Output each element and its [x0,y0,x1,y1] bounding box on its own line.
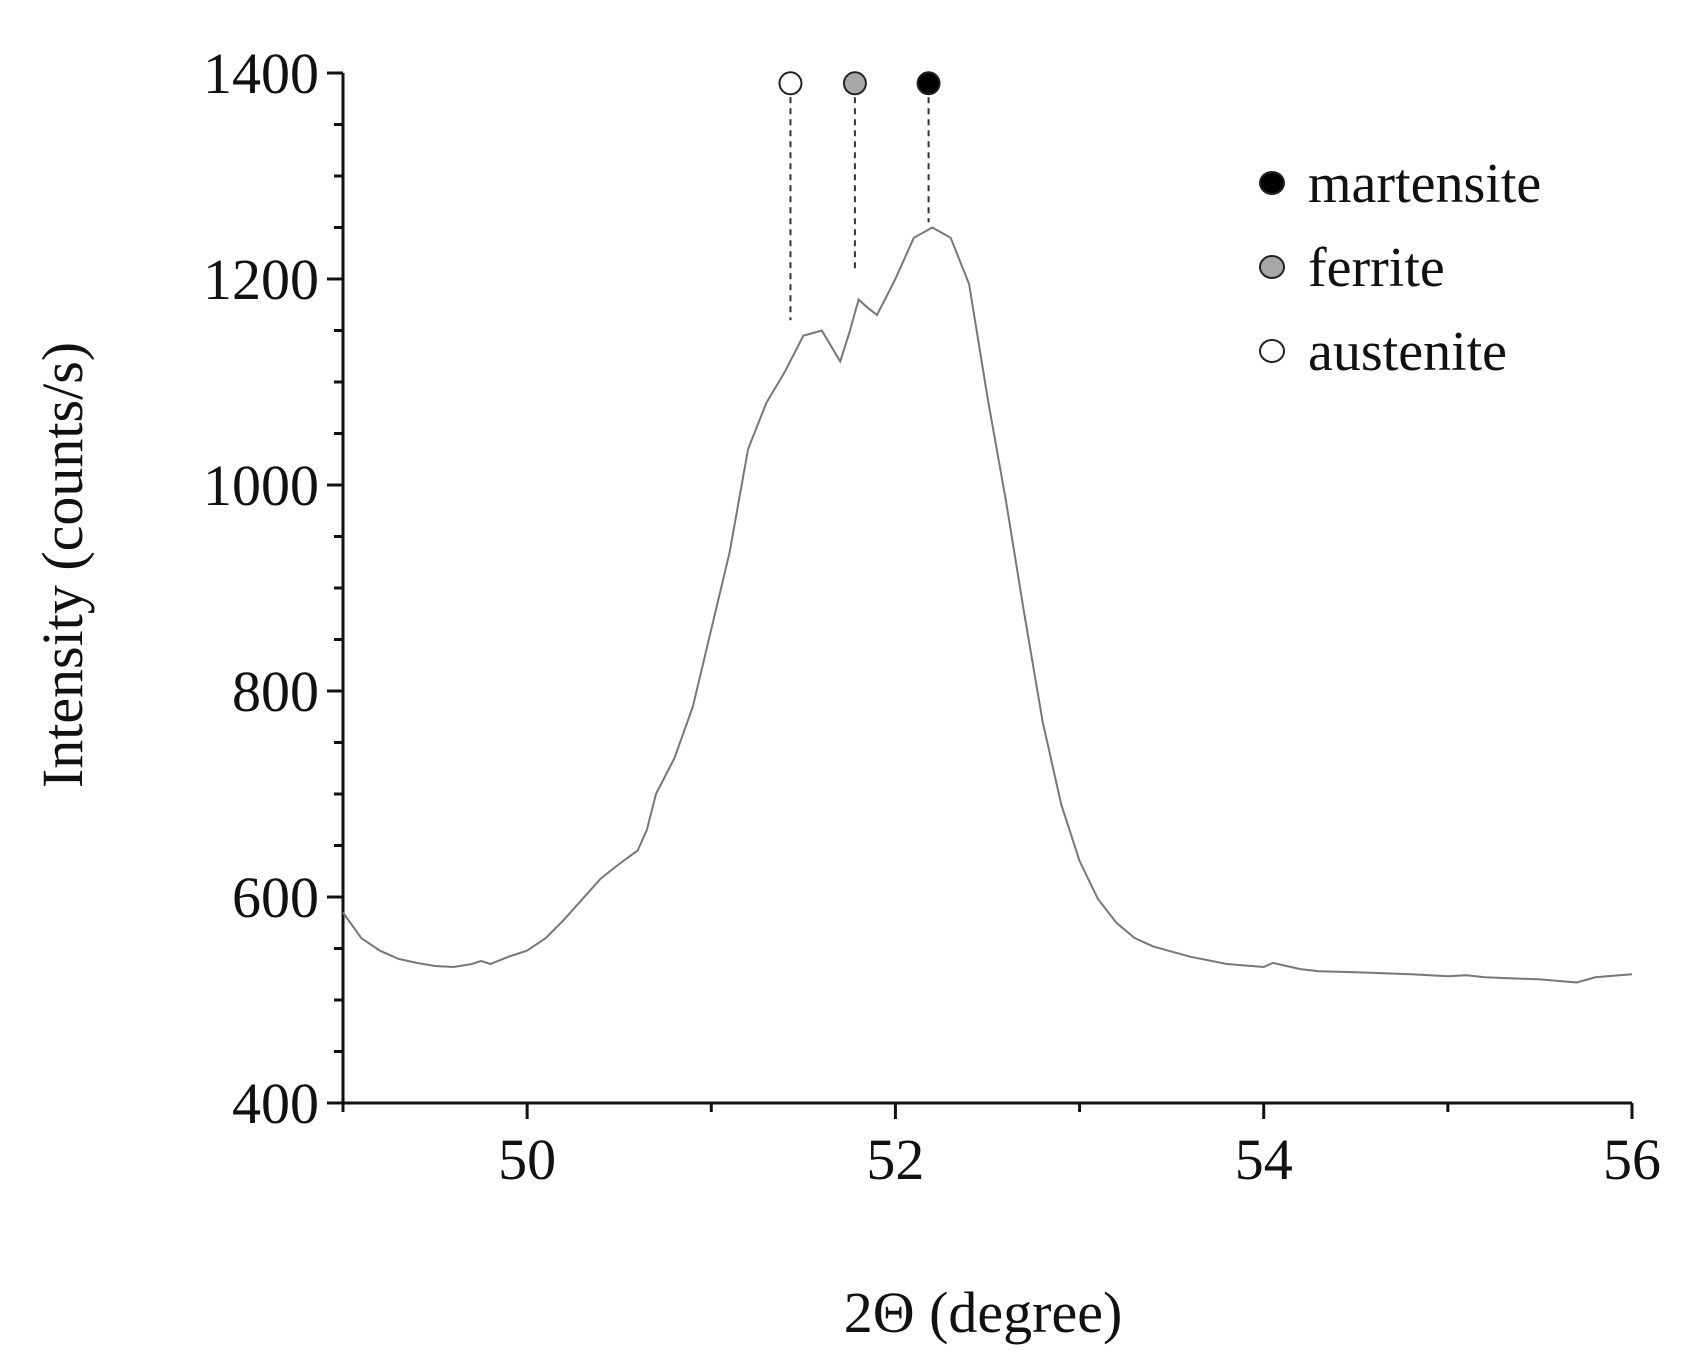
phase-marker-dot [842,71,867,96]
legend-label: austenite [1308,321,1507,383]
xrd-pattern-line [342,226,1633,984]
y-axis-ticks: 400 600 800 1000 1200 1400 [203,41,343,1136]
x-axis-title: 2Θ (degree) [844,1280,1123,1345]
x-tick-label: 52 [866,1127,924,1192]
y-tick-label: 1000 [203,453,319,518]
y-tick-label: 1400 [203,41,319,106]
axes [341,73,1632,1105]
phase-marker-dot [916,71,941,96]
legend: martensite ferrite austenite [1259,153,1541,383]
series-group [342,226,1633,984]
x-tick-label: 56 [1603,1127,1661,1192]
x-tick-label: 50 [498,1127,556,1192]
legend-label: martensite [1308,153,1541,215]
legend-marker [1259,255,1285,279]
y-tick-label: 400 [232,1071,319,1136]
phase-markers [778,71,941,321]
x-tick-label: 54 [1235,1127,1293,1192]
phase-marker-dot [778,71,803,96]
y-tick-label: 1200 [203,247,319,312]
legend-marker [1259,171,1285,195]
y-tick-label: 800 [232,659,319,724]
legend-label: ferrite [1308,237,1445,299]
legend-marker [1259,339,1285,363]
x-axis-ticks: 50 52 54 56 [341,1103,1661,1192]
y-tick-label: 600 [232,865,319,930]
y-axis-title: Intensity (counts/s) [30,342,95,788]
